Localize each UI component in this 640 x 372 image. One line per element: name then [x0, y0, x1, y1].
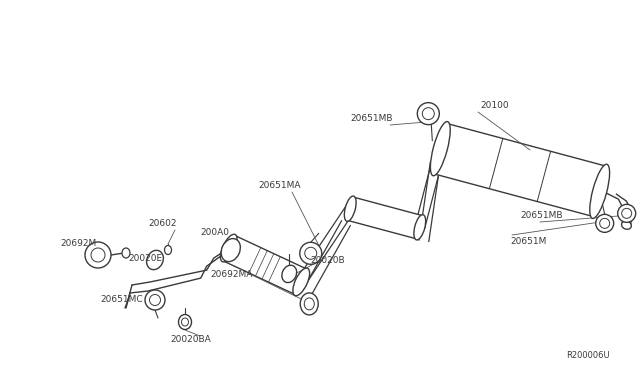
Ellipse shape [293, 268, 310, 296]
Text: 20020BA: 20020BA [170, 335, 211, 344]
Ellipse shape [305, 247, 317, 259]
Ellipse shape [147, 250, 163, 270]
Ellipse shape [150, 295, 161, 305]
Ellipse shape [422, 108, 435, 120]
Ellipse shape [182, 318, 189, 326]
Text: 20651M: 20651M [510, 237, 547, 246]
Text: 20651MB: 20651MB [520, 211, 563, 220]
Ellipse shape [300, 242, 322, 264]
Polygon shape [433, 124, 607, 217]
Text: 200A0: 200A0 [200, 228, 229, 237]
Text: 20692MA: 20692MA [210, 270, 252, 279]
Ellipse shape [221, 238, 241, 262]
Text: 20100: 20100 [480, 101, 509, 110]
Ellipse shape [621, 208, 632, 218]
Ellipse shape [179, 314, 191, 330]
Ellipse shape [145, 290, 165, 310]
Text: 20602: 20602 [148, 219, 177, 228]
Ellipse shape [590, 164, 610, 218]
Ellipse shape [91, 248, 105, 262]
Ellipse shape [220, 234, 237, 262]
Ellipse shape [344, 196, 356, 221]
Ellipse shape [621, 221, 631, 229]
Text: R200006U: R200006U [566, 351, 610, 360]
Ellipse shape [414, 215, 426, 240]
Ellipse shape [122, 248, 130, 258]
Ellipse shape [618, 204, 636, 222]
Ellipse shape [282, 265, 297, 283]
Text: 20651MC: 20651MC [100, 295, 143, 305]
Text: 20651MA: 20651MA [258, 181, 301, 190]
Text: 20692M: 20692M [60, 239, 96, 248]
Text: 20020B: 20020B [310, 256, 344, 265]
Ellipse shape [430, 122, 450, 176]
Polygon shape [223, 235, 307, 295]
Ellipse shape [164, 246, 172, 254]
Text: 20651MB: 20651MB [350, 114, 392, 123]
Text: 20020E: 20020E [128, 254, 162, 263]
Ellipse shape [85, 242, 111, 268]
Ellipse shape [300, 293, 318, 315]
Polygon shape [347, 197, 423, 239]
Ellipse shape [596, 214, 614, 232]
Ellipse shape [600, 218, 610, 228]
Ellipse shape [304, 298, 314, 310]
Ellipse shape [417, 103, 439, 125]
